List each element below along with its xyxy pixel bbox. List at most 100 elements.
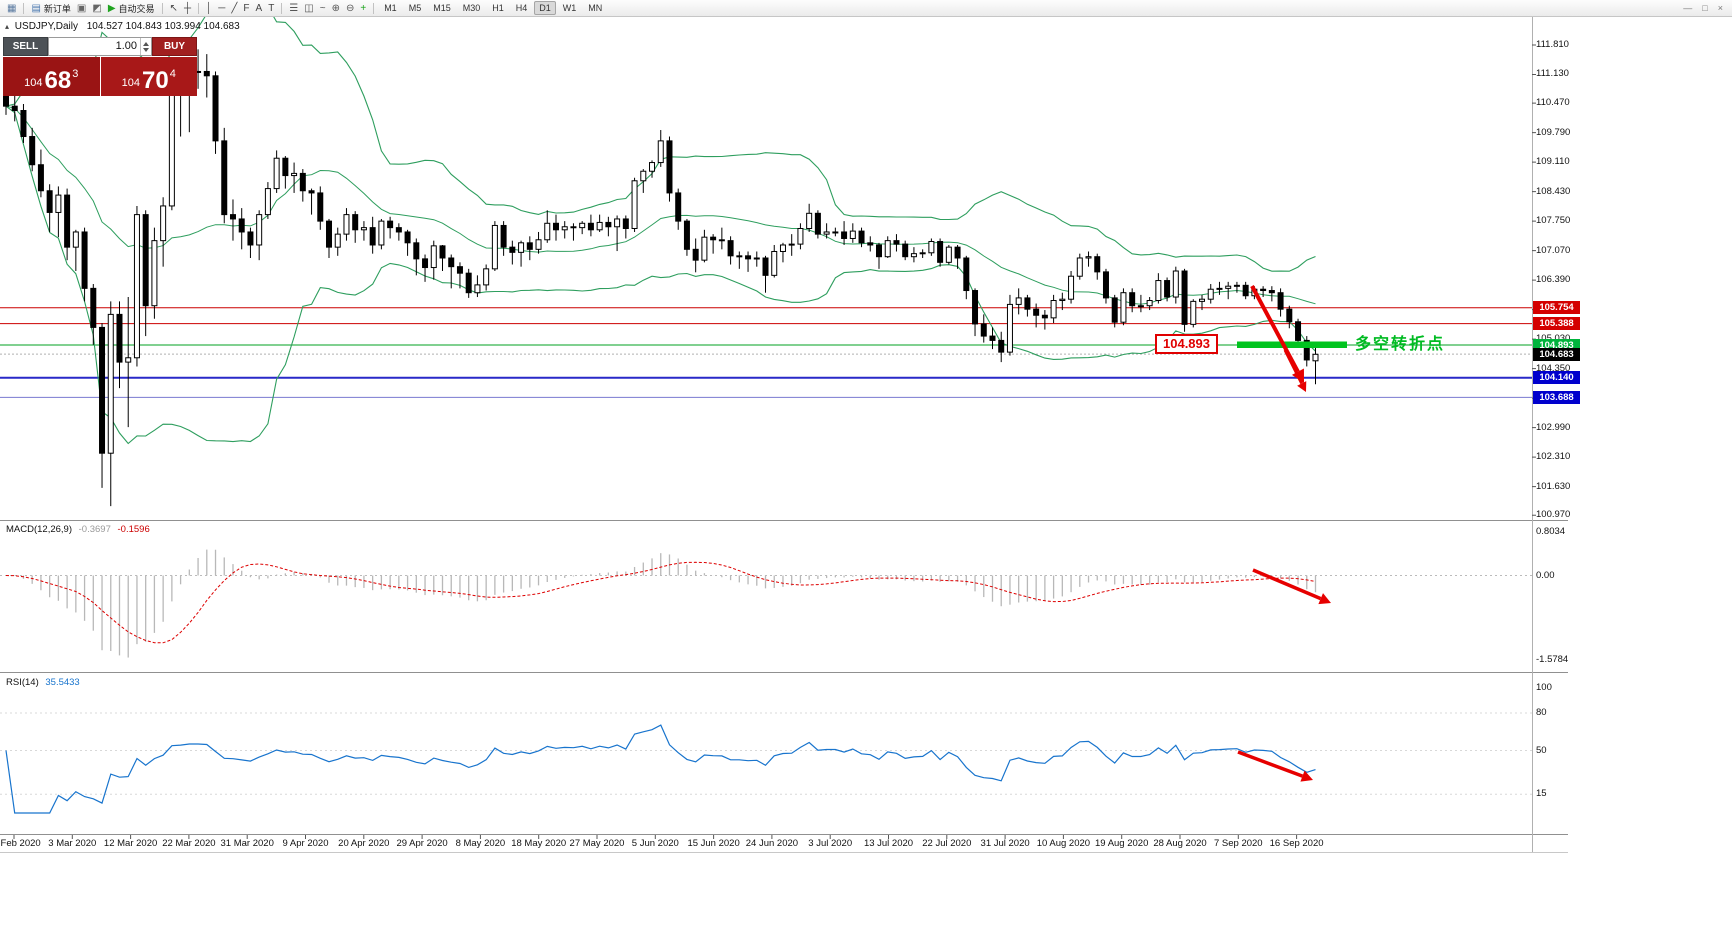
timeframe-h4[interactable]: H4 — [515, 3, 528, 13]
date-label: 24 Jun 2020 — [745, 838, 799, 849]
ask-price-panel[interactable]: 104 70 4 — [100, 57, 197, 96]
timeframe-m30[interactable]: M30 — [462, 3, 481, 13]
candle-body — [701, 236, 708, 261]
timeframe-m15[interactable]: M15 — [433, 3, 451, 13]
macd-scale-label: 0.8034 — [1536, 526, 1566, 538]
candle-body — [291, 172, 298, 177]
restore-button[interactable]: □ — [1702, 3, 1708, 13]
turning-point-bar[interactable] — [1237, 341, 1347, 349]
trend-arrow[interactable] — [1237, 750, 1313, 782]
profiles-icon[interactable]: ◩ — [89, 1, 104, 16]
crosshair-icon[interactable]: ┼ — [181, 1, 194, 16]
indicators-icon[interactable]: + — [357, 1, 369, 16]
date-label: 5 Jun 2020 — [631, 838, 679, 849]
charts-grid-icon[interactable]: ▦ — [4, 1, 19, 16]
date-label: 3 Jul 2020 — [808, 838, 853, 849]
minimize-button[interactable]: — — [1683, 3, 1693, 13]
autotrading-button[interactable]: ▶ 自动交易 — [105, 1, 158, 16]
volume-spinner[interactable] — [140, 38, 151, 55]
candle-body — [99, 326, 106, 454]
one-click-collapse-icon[interactable]: ▴ — [5, 22, 10, 31]
candle-body — [360, 227, 367, 231]
date-label: 10 Aug 2020 — [1036, 838, 1091, 849]
trendline-icon[interactable]: ╱ — [228, 1, 240, 16]
candle-body — [1155, 280, 1162, 302]
new-order-button[interactable]: ▤ 新订单 — [28, 1, 73, 16]
candle-body — [422, 258, 429, 269]
timeframe-d1[interactable]: D1 — [534, 1, 556, 15]
candle-body — [1102, 271, 1109, 299]
candle-body — [1312, 353, 1319, 362]
candle-body — [264, 188, 271, 216]
rsi-scale-label: 100 — [1536, 682, 1552, 693]
price-scale-label: 106.390 — [1536, 274, 1571, 286]
candle-body — [1216, 287, 1223, 290]
spinner-up-icon[interactable] — [143, 41, 149, 46]
candle-body — [90, 287, 97, 328]
zoom-in-icon[interactable]: ⊕ — [329, 1, 343, 16]
candle-body — [238, 218, 245, 233]
chart-window-icon[interactable]: ▣ — [74, 1, 89, 16]
timeframe-m1[interactable]: M1 — [384, 3, 397, 13]
timeframe-m5[interactable]: M5 — [408, 3, 422, 13]
rsi-scale-label: 15 — [1536, 788, 1547, 800]
candle-body — [631, 180, 638, 229]
fibonacci-icon[interactable]: F — [240, 1, 252, 16]
candle-body — [1286, 308, 1293, 323]
candle-body — [841, 231, 848, 239]
text-icon[interactable]: A — [253, 1, 266, 16]
candle-body — [561, 226, 568, 231]
close-button[interactable]: × — [1717, 3, 1723, 13]
candle-body — [20, 110, 27, 138]
candle-body — [1225, 285, 1232, 289]
candle-body — [1050, 300, 1057, 319]
candle-body — [1129, 292, 1136, 307]
candle-body — [29, 136, 36, 166]
timeframe-mn[interactable]: MN — [588, 3, 603, 13]
price-marker-resistance-level-2: 105.388 — [1533, 317, 1580, 331]
candle-body — [369, 227, 376, 246]
candle-body — [247, 231, 254, 246]
timeframe-w1[interactable]: W1 — [562, 3, 577, 13]
candle-body — [212, 75, 219, 142]
vertical-line-icon: │ — [206, 2, 213, 14]
bar-chart-icon[interactable]: ☰ — [286, 1, 301, 16]
chart-window-icon: ▣ — [76, 2, 87, 14]
buy-button[interactable]: BUY — [152, 37, 197, 56]
price-scale-label: 109.790 — [1536, 126, 1571, 138]
timeframe-h1[interactable]: H1 — [492, 3, 504, 13]
fibonacci-icon: F — [243, 2, 250, 14]
candle-body — [788, 243, 795, 246]
sell-button[interactable]: SELL — [3, 37, 48, 56]
horizontal-line-icon[interactable]: ─ — [215, 1, 228, 16]
candle-body — [1137, 305, 1144, 308]
bid-price-panel[interactable]: 104 68 3 — [3, 57, 100, 96]
candle-body — [640, 170, 647, 182]
trend-arrow[interactable] — [1252, 568, 1331, 605]
turning-point-label[interactable]: 多空转折点 — [1355, 336, 1446, 353]
candle-body — [1015, 297, 1022, 305]
spinner-down-icon[interactable] — [143, 47, 149, 52]
candle-body — [387, 220, 394, 229]
candle-body — [858, 230, 865, 244]
cursor-icon[interactable]: ↖ — [167, 1, 181, 16]
trend-arrow[interactable] — [1283, 349, 1307, 392]
arrows-icon[interactable]: T — [265, 1, 277, 16]
zoom-out-icon[interactable]: ⊖ — [343, 1, 357, 16]
vertical-line-icon[interactable]: │ — [203, 1, 215, 16]
volume-field[interactable]: 1.00 — [48, 37, 152, 56]
candle-body — [430, 245, 437, 269]
candle-body — [683, 220, 690, 250]
candlestick-chart-icon[interactable]: ◫ — [301, 1, 316, 16]
date-label: 31 Jul 2020 — [980, 838, 1030, 849]
autotrading-button-label: 自动交易 — [118, 3, 155, 14]
date-label: 19 Aug 2020 — [1095, 838, 1149, 849]
candle-body — [46, 190, 53, 213]
price-callout[interactable]: 104.893 — [1155, 334, 1218, 354]
line-chart-icon[interactable]: ~ — [317, 1, 329, 16]
profiles-icon: ◩ — [92, 2, 102, 14]
volume-value[interactable]: 1.00 — [115, 40, 137, 52]
candle-body — [518, 242, 525, 253]
charts-grid-icon: ▦ — [7, 2, 17, 14]
